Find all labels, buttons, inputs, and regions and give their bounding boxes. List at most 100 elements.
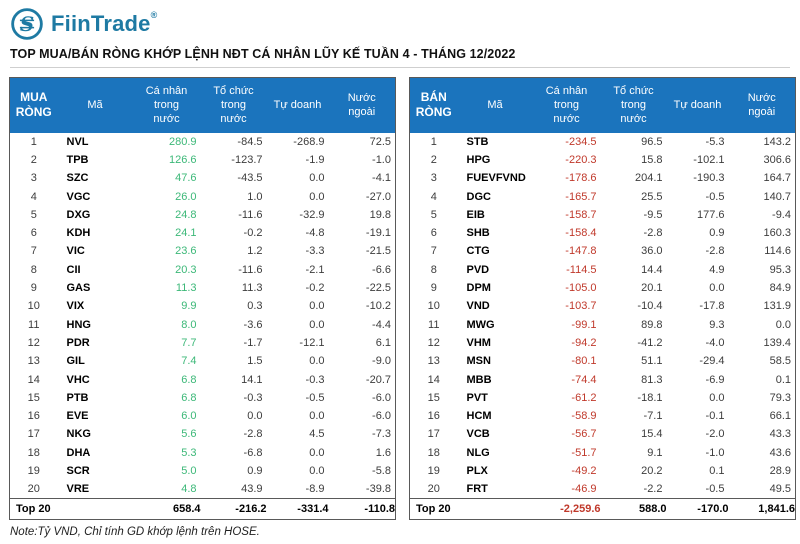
value-cell: -21.5	[365, 245, 391, 258]
column-header: Mã	[57, 77, 133, 133]
column-header: Nước ngoài	[728, 77, 796, 133]
value-cell: 0.0	[309, 446, 325, 459]
value-cell: -10.4	[637, 300, 663, 313]
rank-cell: 14	[427, 373, 440, 386]
value-cell: -1.0	[705, 446, 725, 459]
brand-name-text: FiinTrade	[51, 11, 151, 36]
value-cell: -12.1	[299, 336, 325, 349]
rank-cell: 9	[430, 282, 437, 295]
table-row: 2 TPB 126.6 -123.7 -1.9 -1.0	[10, 151, 396, 169]
value-cell: -102.1	[693, 153, 725, 166]
ticker-cell: CTG	[466, 245, 490, 258]
value-cell: 280.9	[168, 135, 197, 148]
value-cell: -4.0	[705, 336, 725, 349]
value-cell: 204.1	[634, 172, 663, 185]
value-cell: 1.6	[375, 446, 391, 459]
total-value-cell: 658.4	[132, 497, 201, 520]
ticker-cell: MWG	[466, 318, 495, 331]
fiintrade-logo: S FiinTrade®	[0, 0, 800, 41]
value-cell: -17.8	[699, 300, 725, 313]
ticker-cell: PVT	[466, 391, 488, 404]
value-cell: 24.8	[175, 208, 197, 221]
value-cell: -6.6	[372, 263, 391, 276]
value-cell: -147.8	[565, 245, 597, 258]
ticker-cell: SHB	[466, 227, 490, 240]
ticker-cell: DGC	[466, 190, 491, 203]
column-header: Tự doanh	[666, 77, 729, 133]
total-value-cell: -331.4	[266, 497, 329, 520]
value-cell: -18.1	[637, 391, 663, 404]
table-row: 9 GAS 11.3 11.3 -0.2 -22.5	[10, 279, 396, 297]
ticker-cell: PDR	[66, 336, 90, 349]
rank-cell: 18	[27, 446, 40, 459]
ticker-cell: NKG	[66, 428, 91, 441]
rank-cell: 19	[27, 464, 40, 477]
rank-cell: 20	[427, 483, 440, 496]
value-cell: 0.0	[709, 282, 725, 295]
value-cell: 0.0	[309, 355, 325, 368]
value-cell: -4.4	[372, 318, 391, 331]
table-row: 14 MBB -74.4 81.3 -6.9 0.1	[410, 370, 796, 388]
column-header: Tổ chức trong nước	[600, 77, 667, 133]
value-cell: 4.8	[181, 483, 197, 496]
value-cell: -123.7	[231, 153, 263, 166]
value-cell: -178.6	[565, 172, 597, 185]
value-cell: 0.0	[309, 410, 325, 423]
value-cell: 26.0	[175, 190, 197, 203]
ticker-cell: CII	[66, 263, 81, 276]
rank-cell: 11	[428, 318, 440, 331]
value-cell: -29.4	[699, 355, 725, 368]
value-cell: -32.9	[299, 208, 325, 221]
ticker-cell: NVL	[66, 135, 89, 148]
value-cell: -7.1	[643, 410, 663, 423]
column-header: Tổ chức trong nước	[200, 77, 267, 133]
value-cell: -5.8	[372, 464, 391, 477]
rank-cell: 17	[427, 428, 440, 441]
value-cell: 143.2	[763, 135, 791, 148]
value-cell: 8.0	[181, 318, 197, 331]
value-cell: 1.2	[247, 245, 263, 258]
value-cell: -165.7	[565, 190, 597, 203]
value-cell: 0.0	[709, 391, 725, 404]
table-row: 3 FUEVFVND -178.6 204.1 -190.3 164.7	[410, 169, 796, 187]
table-row: 7 CTG -147.8 36.0 -2.8 114.6	[410, 242, 796, 260]
value-cell: 6.1	[375, 336, 391, 349]
rank-cell: 3	[430, 172, 437, 185]
ticker-cell: DXG	[66, 208, 91, 221]
value-cell: 58.5	[769, 355, 791, 368]
value-cell: -2.8	[243, 428, 263, 441]
value-cell: 5.3	[181, 446, 197, 459]
ticker-cell: DHA	[66, 446, 91, 459]
value-cell: 0.0	[775, 318, 791, 331]
value-cell: -27.0	[365, 190, 391, 203]
value-cell: -99.1	[571, 318, 597, 331]
svg-text:S: S	[20, 12, 34, 36]
rank-cell: 18	[427, 446, 440, 459]
value-cell: 20.1	[641, 282, 663, 295]
table-row: 6 KDH 24.1 -0.2 -4.8 -19.1	[10, 224, 396, 242]
value-cell: -158.4	[565, 227, 597, 240]
tables-container: MUA RÒNG Mã Cá nhân trong nước Tổ chức tron…	[0, 68, 800, 520]
value-cell: -20.7	[365, 373, 391, 386]
ticker-cell: MBB	[466, 373, 492, 386]
value-cell: -0.2	[243, 227, 263, 240]
value-cell: -3.3	[305, 245, 325, 258]
value-cell: -39.8	[365, 483, 391, 496]
rank-cell: 13	[27, 355, 40, 368]
sell-table-footer: Top 20 -2,259.6 588.0 -170.0 1,841.6	[409, 497, 796, 520]
table-row: 11 HNG 8.0 -3.6 0.0 -4.4	[10, 315, 396, 333]
table-group-label: BÁN RÒNG	[409, 77, 458, 133]
value-cell: -5.3	[705, 135, 725, 148]
value-cell: 0.1	[709, 464, 725, 477]
value-cell: -6.8	[243, 446, 263, 459]
sell-table: BÁN RÒNG Mã Cá nhân trong nước Tổ chức tron…	[409, 77, 796, 520]
rank-cell: 10	[427, 300, 440, 313]
footnote: Note:Tỷ VND, Chỉ tính GD khớp lệnh trên …	[10, 525, 260, 538]
ticker-cell: GAS	[66, 282, 91, 295]
total-value-cell: -170.0	[666, 497, 729, 520]
value-cell: 11.3	[175, 282, 197, 295]
value-cell: -2.0	[705, 428, 725, 441]
value-cell: -9.4	[772, 208, 791, 221]
rank-cell: 5	[30, 208, 37, 221]
table-row: 10 VND -103.7 -10.4 -17.8 131.9	[410, 297, 796, 315]
